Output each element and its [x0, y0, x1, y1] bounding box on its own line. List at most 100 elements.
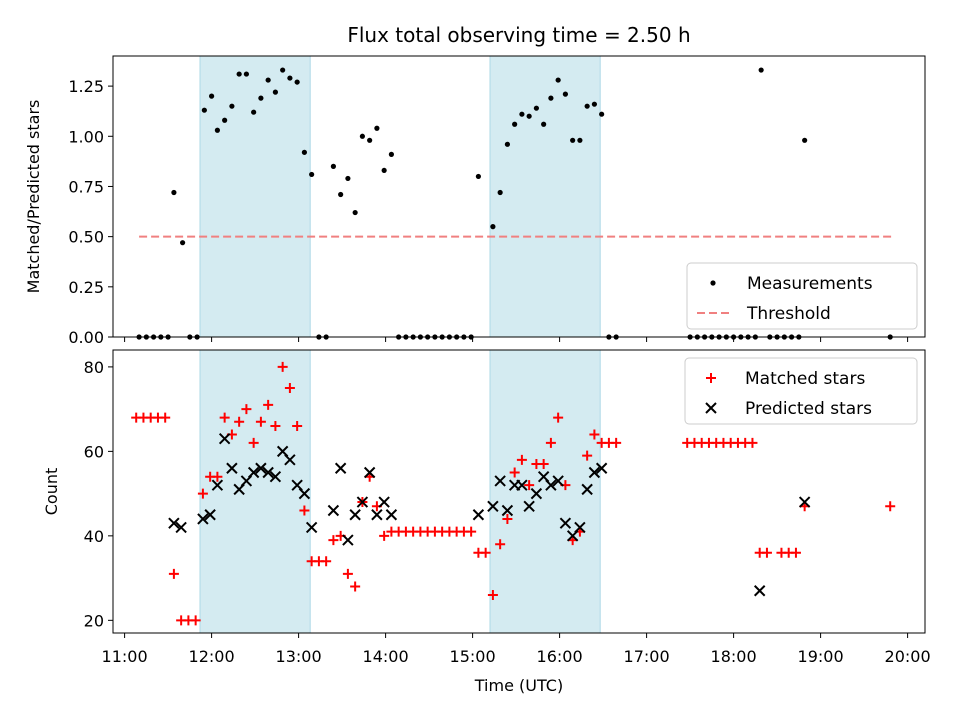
y-tick-label: 20 [84, 611, 104, 630]
measurement-point [201, 107, 207, 113]
measurement-point [352, 209, 358, 216]
y-tick-label: 60 [84, 442, 104, 461]
legend-swatch [705, 402, 717, 414]
legend-label: Threshold [746, 304, 831, 324]
predicted-star-point [559, 517, 572, 529]
matched-star-point [277, 361, 288, 372]
legend-swatch [710, 280, 716, 286]
measurement-point [359, 133, 365, 139]
matched-star-point [234, 416, 245, 427]
y-tick-label: 0.75 [68, 177, 104, 196]
measurement-point [251, 109, 257, 115]
predicted-star-point [581, 483, 593, 496]
matched-star-point [160, 412, 171, 423]
matched-star-point [248, 437, 259, 448]
matched-star-point [487, 589, 498, 600]
predicted-star-point [523, 500, 535, 512]
predicted-star-point [588, 466, 601, 479]
y-tick-label: 1.00 [68, 127, 104, 146]
predicted-star-point [284, 454, 296, 466]
y-tick-label: 40 [84, 527, 104, 546]
matched-star-point [502, 513, 513, 524]
predicted-star-point [501, 504, 514, 517]
x-tick-label: 18:00 [711, 647, 757, 666]
predicted-star-point [168, 517, 180, 529]
predicted-star-point [371, 509, 383, 521]
predicted-star-point [349, 509, 361, 521]
matched-star-point [761, 547, 772, 558]
measurement-point [570, 137, 576, 143]
x-tick-label: 11:00 [102, 647, 148, 666]
measurement-point [490, 224, 496, 230]
y-tick-label: 0.50 [68, 228, 104, 247]
predicted-star-point [356, 496, 369, 508]
predicted-star-point [494, 475, 506, 487]
y-axis-label: Matched/Predicted stars [24, 100, 43, 294]
predicted-star-point [363, 466, 376, 479]
x-tick-label: 12:00 [189, 647, 235, 666]
x-tick-label: 14:00 [363, 647, 409, 666]
matched-star-point [321, 556, 332, 567]
predicted-star-point [378, 496, 390, 508]
measurement-point [475, 173, 481, 180]
measurement-point [258, 95, 264, 101]
matched-star-point [197, 488, 208, 499]
measurement-point [512, 121, 518, 127]
y-tick-label: 80 [84, 358, 104, 377]
matched-star-point [553, 412, 564, 423]
measurement-point [265, 77, 271, 83]
predicted-star-point [753, 585, 766, 597]
legend-label: Matched stars [745, 369, 865, 389]
measurement-point [388, 151, 394, 157]
y-tick-label: 0.00 [68, 328, 104, 347]
matched-star-point [589, 429, 600, 440]
x-tick-label: 19:00 [798, 647, 844, 666]
predicted-star-point [798, 496, 811, 508]
predicted-star-point [530, 487, 543, 500]
measurement-point [222, 117, 228, 123]
measurement-point [236, 71, 242, 77]
matched-star-point [292, 421, 303, 432]
matched-star-point [524, 480, 535, 491]
observing-window-1 [199, 55, 311, 338]
measurement-point [758, 67, 764, 73]
matched-star-point [466, 526, 477, 537]
measurement-point [171, 189, 177, 196]
measurement-point [541, 121, 547, 127]
measurement-point [519, 111, 525, 117]
predicted-star-point [552, 475, 564, 487]
matched-star-point [263, 399, 274, 410]
measurement-point [802, 137, 808, 143]
matched-star-point [190, 615, 201, 626]
matched-star-point [212, 471, 223, 482]
measurement-point [287, 75, 293, 81]
measurement-point [309, 171, 315, 178]
measurement-point [562, 91, 569, 97]
matched-star-point [495, 539, 506, 550]
predicted-star-point [516, 479, 528, 491]
matched-star-point [342, 568, 353, 579]
measurement-point [294, 79, 300, 85]
predicted-star-point [342, 534, 354, 546]
predicted-star-point [545, 479, 557, 491]
predicted-star-point [334, 462, 347, 474]
predicted-star-point [197, 513, 209, 525]
measurement-point [504, 141, 510, 147]
measurement-point [214, 127, 220, 133]
y-tick-label: 0.25 [68, 278, 104, 297]
legend-swatch [706, 373, 716, 383]
observing-window-2 [489, 349, 601, 634]
measurement-point [577, 137, 583, 143]
predicted-star-point [327, 504, 340, 517]
predicted-star-point [211, 479, 224, 491]
measurement-point [548, 95, 554, 101]
x-tick-label: 16:00 [537, 647, 583, 666]
measurement-point [345, 175, 351, 182]
y-axis-label: Count [42, 468, 61, 516]
measurement-point [367, 137, 373, 143]
matched-star-point [790, 547, 801, 558]
matched-star-point [538, 459, 549, 470]
matched-star-point [379, 530, 390, 541]
observing-window-2 [489, 55, 601, 338]
